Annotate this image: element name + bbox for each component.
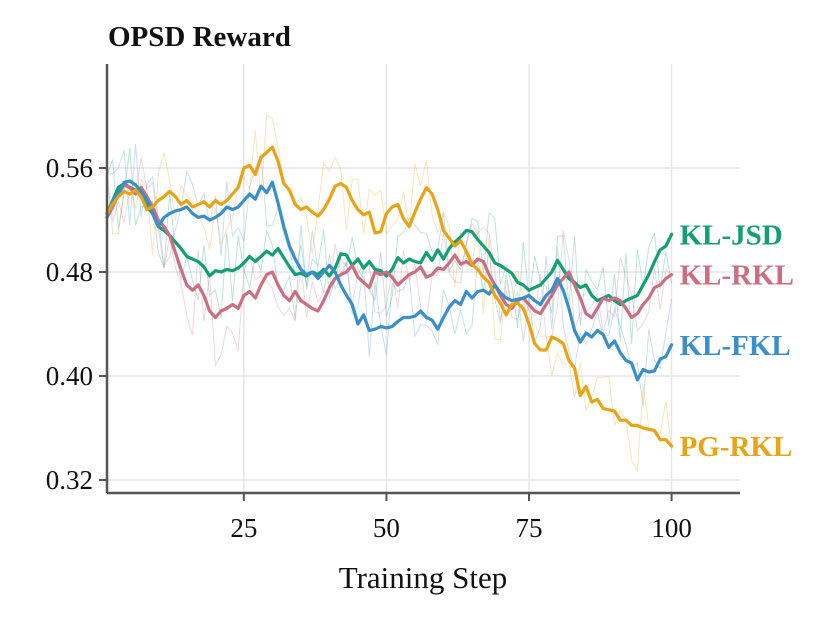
y-tick-label: 0.56	[46, 153, 93, 183]
series-label-kl-fkl: KL-FKL	[680, 330, 791, 362]
series-label-pg-rkl: PG-RKL	[680, 431, 793, 463]
x-tick-label: 75	[516, 513, 543, 543]
x-tick-label: 25	[230, 513, 257, 543]
raw-trace-kl-rkl	[106, 157, 672, 368]
ticks: 0.32 0.40 0.48 0.56 25 50 75 100	[46, 153, 692, 543]
y-tick-label: 0.32	[46, 465, 93, 495]
series-labels: KL-JSD KL-RKL KL-FKL PG-RKL	[680, 219, 794, 463]
x-axis-label: Training Step	[339, 560, 508, 595]
y-tick-label: 0.48	[46, 257, 93, 287]
raw-trace-kl-jsd	[106, 147, 673, 344]
raw-trace-kl-fkl	[106, 143, 673, 407]
series-label-kl-jsd: KL-JSD	[680, 219, 783, 251]
axes	[105, 64, 740, 495]
x-tick-label: 50	[373, 513, 400, 543]
x-tick-label: 100	[651, 513, 692, 543]
series-line-pg-rkl	[105, 145, 674, 448]
series-label-kl-rkl: KL-RKL	[680, 260, 794, 292]
series-line-kl-rkl	[105, 183, 674, 320]
series-line-kl-fkl	[105, 179, 674, 382]
series-lines	[105, 145, 674, 448]
y-tick-label: 0.40	[46, 361, 93, 391]
chart-title: OPSD Reward	[108, 21, 291, 53]
